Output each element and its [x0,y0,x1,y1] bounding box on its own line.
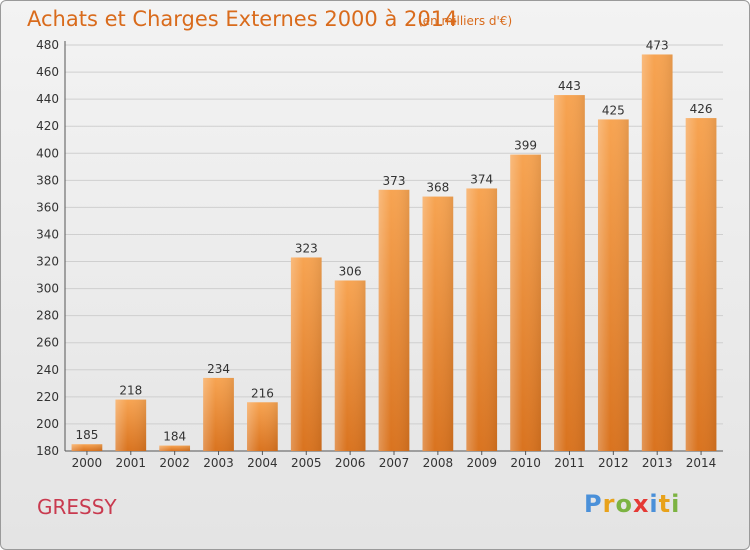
bar-shade-2008 [422,196,454,451]
bar-value-label: 425 [602,103,625,117]
bar-shade-2001 [115,399,147,451]
x-tick-label: 2009 [466,456,497,470]
chart-subtitle: (en milliers d'€) [418,14,513,28]
bar-shade-2003 [203,377,234,451]
bar-shade-2012 [597,119,629,451]
proxiti-logo: Proxiti [584,490,681,518]
bar-value-label: 218 [119,384,142,398]
y-tick-label: 360 [36,200,59,214]
x-tick-label: 2001 [116,456,147,470]
x-tick-label: 2006 [335,456,366,470]
y-tick-label: 480 [36,38,59,52]
x-tick-label: 2008 [423,456,454,470]
bar-value-label: 368 [426,181,449,195]
bar-value-label: 323 [295,241,318,255]
bar-shade-2014 [685,118,717,451]
y-tick-label: 220 [36,390,59,404]
bar-value-label: 184 [163,430,186,444]
x-tick-label: 2007 [379,456,410,470]
bar-value-label: 443 [558,79,581,93]
chart-title: Achats et Charges Externes 2000 à 2014 [27,7,458,31]
x-tick-label: 2002 [159,456,190,470]
bar-value-label: 399 [514,139,537,153]
bar-value-label: 473 [646,38,669,52]
x-tick-label: 2014 [686,456,717,470]
y-tick-label: 280 [36,309,59,323]
x-tick-label: 2013 [642,456,673,470]
bar-value-label: 374 [470,172,493,186]
bar-shade-2002 [159,445,191,451]
x-tick-label: 2011 [554,456,585,470]
y-tick-label: 320 [36,255,59,269]
y-tick-label: 200 [36,417,59,431]
x-tick-label: 2004 [247,456,278,470]
bar-shade-2011 [554,95,585,451]
y-tick-label: 380 [36,173,59,187]
bar-shade-2005 [290,257,322,451]
x-tick-label: 2012 [598,456,629,470]
y-tick-label: 300 [36,282,59,296]
y-tick-label: 260 [36,336,59,350]
x-tick-label: 2005 [291,456,322,470]
y-tick-label: 400 [36,146,59,160]
bar-shade-2009 [466,188,498,451]
bar-shade-2006 [334,280,366,451]
bar-value-label: 234 [207,362,230,376]
y-tick-label: 420 [36,119,59,133]
bar-value-label: 373 [383,174,406,188]
bar-value-label: 216 [251,386,274,400]
x-tick-label: 2010 [510,456,541,470]
bar-shade-2007 [378,189,410,451]
bar-shade-2004 [247,402,278,451]
commune-name: GRESSY [37,495,117,519]
x-tick-label: 2003 [203,456,234,470]
y-tick-label: 240 [36,363,59,377]
x-tick-label: 2000 [72,456,103,470]
y-tick-label: 340 [36,227,59,241]
bar-value-label: 185 [75,428,98,442]
bar-value-label: 306 [339,264,362,278]
bar-shade-2013 [641,54,673,452]
bar-shade-2010 [510,154,541,451]
y-tick-label: 460 [36,65,59,79]
y-tick-label: 440 [36,92,59,106]
y-tick-label: 180 [36,444,59,458]
bar-value-label: 426 [690,102,713,116]
bar-shade-2000 [71,444,103,451]
